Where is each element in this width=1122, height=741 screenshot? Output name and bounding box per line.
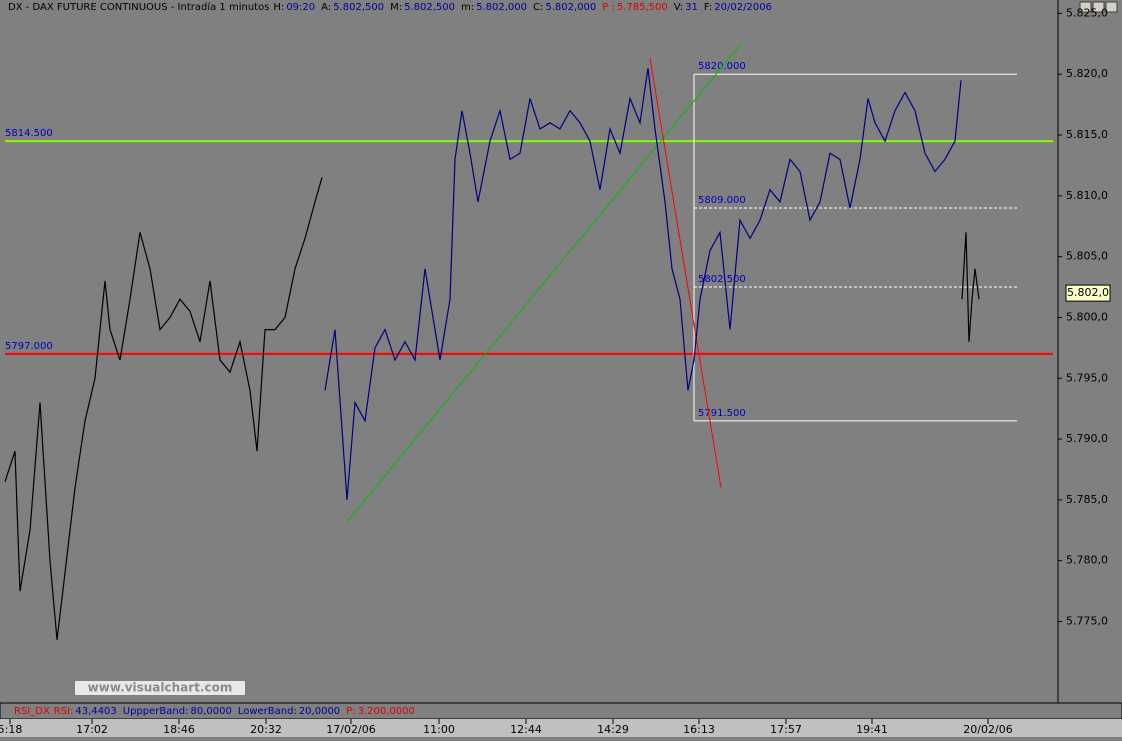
header-bar bbox=[0, 0, 1122, 14]
x-tick-label: 20/02/06 bbox=[963, 723, 1012, 736]
y-tick-label: 5.785,0 bbox=[1066, 493, 1108, 506]
close-button[interactable] bbox=[1105, 1, 1118, 13]
x-axis-bar bbox=[0, 719, 1122, 737]
x-tick-label: 14:29 bbox=[597, 723, 629, 736]
header: DX - DAX FUTURE CONTINUOUS - Intradía 1 … bbox=[8, 1, 772, 13]
x-tick-label: 17:57 bbox=[770, 723, 802, 736]
y-tick-label: 5.825,0 bbox=[1066, 6, 1108, 19]
x-tick-label: 17/02/06 bbox=[326, 723, 375, 736]
plot-area: 5814.5005797.0005820.0005791.5005809.000… bbox=[4, 44, 1053, 640]
price-line bbox=[4, 177, 323, 640]
trend-line bbox=[346, 44, 741, 523]
minimize-button[interactable] bbox=[1079, 1, 1092, 13]
price-line bbox=[324, 68, 962, 500]
x-tick-label: 18:46 bbox=[163, 723, 195, 736]
x-tick-label: 19:41 bbox=[856, 723, 888, 736]
x-tick-label: 12:44 bbox=[510, 723, 542, 736]
level-label: 5797.000 bbox=[5, 341, 53, 352]
y-tick-label: 5.795,0 bbox=[1066, 371, 1108, 384]
y-tick-label: 5.815,0 bbox=[1066, 128, 1108, 141]
x-tick-label: 11:00 bbox=[423, 723, 455, 736]
box-label: 5791.500 bbox=[698, 408, 746, 419]
y-tick-label: 5.775,0 bbox=[1066, 615, 1108, 628]
watermark: www.visualchart.com bbox=[88, 681, 233, 695]
last-price-label: 5.802,0 bbox=[1067, 286, 1109, 299]
level-label: 5814.500 bbox=[5, 128, 53, 139]
price-line bbox=[961, 232, 980, 342]
y-tick-label: 5.810,0 bbox=[1066, 189, 1108, 202]
y-tick-label: 5.805,0 bbox=[1066, 250, 1108, 263]
watermark-box bbox=[75, 681, 245, 695]
x-tick-label: 17:02 bbox=[76, 723, 108, 736]
x-tick-label: 16:13 bbox=[683, 723, 715, 736]
x-tick-label: 20:32 bbox=[250, 723, 282, 736]
maximize-button[interactable] bbox=[1092, 1, 1105, 13]
y-tick-label: 5.780,0 bbox=[1066, 554, 1108, 567]
trend-line bbox=[649, 58, 722, 488]
y-tick-label: 5.820,0 bbox=[1066, 67, 1108, 80]
y-tick-label: 5.790,0 bbox=[1066, 432, 1108, 445]
indicator-header: RSI_DX RSI: 43,4403 UppperBand: 80,0000 Lower… bbox=[14, 706, 415, 717]
box-level-label: 5802.500 bbox=[698, 274, 746, 285]
box-level-label: 5809.000 bbox=[698, 195, 746, 206]
x-tick-label: 5:18 bbox=[0, 723, 22, 736]
last-price-box bbox=[1065, 284, 1111, 302]
y-tick-label: 5.800,0 bbox=[1066, 310, 1108, 323]
